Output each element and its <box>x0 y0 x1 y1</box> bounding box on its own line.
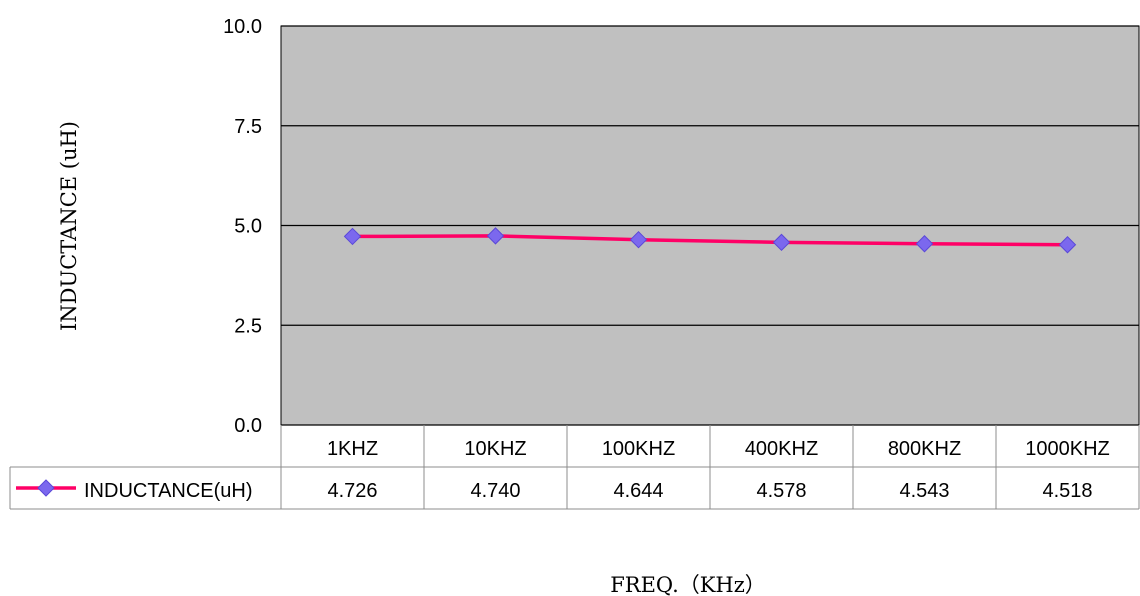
data-point-marker <box>629 230 648 249</box>
data-label: 4.726 <box>327 480 377 502</box>
x-tick-label: 400KHZ <box>745 438 818 460</box>
data-point-marker <box>915 235 934 253</box>
data-label: 4.578 <box>756 480 806 502</box>
data-point-marker <box>772 233 791 252</box>
data-label: 4.518 <box>1042 480 1092 502</box>
data-point-marker <box>486 227 505 245</box>
x-tick-label: 800KHZ <box>888 438 961 460</box>
y-tick-label: 5.0 <box>234 216 262 238</box>
series-line <box>352 234 1068 247</box>
x-axis-label: FREQ.（KHz） <box>610 573 766 596</box>
data-label: 4.644 <box>613 480 663 502</box>
y-axis-label: INDUCTANCE (uH) <box>57 121 81 331</box>
data-point-marker <box>1058 236 1077 254</box>
y-tick-label: 2.5 <box>234 315 262 337</box>
y-tick-label: 7.5 <box>234 116 262 138</box>
legend-label: INDUCTANCE(uH) <box>84 480 253 502</box>
y-tick-labels: 0.0 2.5 5.0 7.5 10.0 <box>223 16 262 437</box>
x-tick-label: 100KHZ <box>602 438 675 460</box>
y-tick-label: 10.0 <box>223 16 262 38</box>
legend-marker <box>37 479 55 497</box>
data-label: 4.543 <box>899 480 949 502</box>
data-point-marker <box>343 227 362 246</box>
x-tick-label: 1000KHZ <box>1025 438 1110 460</box>
x-tick-label: 1KHZ <box>327 438 378 460</box>
x-tick-label: 10KHZ <box>464 438 526 460</box>
series-inductance <box>343 227 1077 254</box>
data-table: 1KHZ 4.726 10KHZ 4.740 100KHZ 4.644 400KHZ 4.57… <box>9 425 1140 510</box>
y-tick-label: 0.0 <box>234 415 262 437</box>
data-label: 4.740 <box>470 480 520 502</box>
